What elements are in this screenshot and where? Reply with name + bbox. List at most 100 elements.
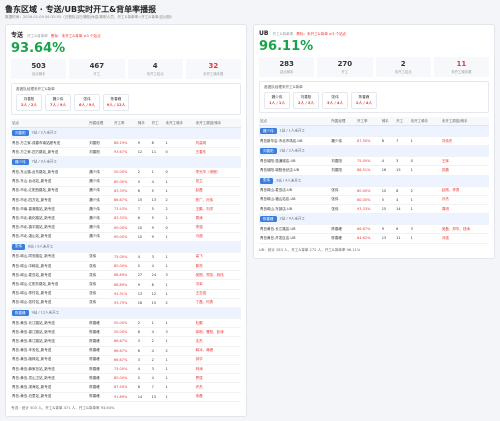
cell: 9 bbox=[136, 138, 151, 149]
site-row: 青岛-东山路-台东路站_新专送 魏少伟 50.00% 2 1 0 李光华（请假） bbox=[11, 167, 241, 178]
cell: 75.00% bbox=[356, 156, 381, 167]
cell: 66.67% bbox=[112, 336, 137, 347]
cell: 3 bbox=[136, 355, 151, 365]
group-tag: 刘善阳 bbox=[260, 148, 277, 155]
group-tag: 刘善阳 bbox=[12, 130, 29, 136]
cell: 青岛-东山-台北站_新专送 bbox=[11, 177, 89, 187]
site-row: 青岛-崂山-李村站_新专送 张伟 92.31% 13 12 1 王志强 bbox=[11, 289, 241, 299]
manager-title: 各团队经理未开工&背单 bbox=[16, 87, 55, 91]
cell: 张伟 bbox=[88, 270, 113, 281]
manager-value: 3人 / 4人 bbox=[326, 101, 343, 105]
cell: 陈春峰 bbox=[88, 364, 113, 375]
cell: 15 bbox=[150, 298, 165, 309]
cell: 3 bbox=[395, 156, 410, 167]
group-tag: 陈春峰 bbox=[12, 310, 29, 316]
cell: 5 bbox=[380, 195, 396, 205]
panel-note: 黑标：未开工&背单 ≥3 个站点 bbox=[296, 32, 347, 36]
cell: 韩冰、蒋峰 bbox=[194, 346, 241, 356]
cell: 8 bbox=[150, 279, 165, 290]
cell: 青岛-东山路-台东路站_新专送 bbox=[11, 167, 89, 178]
cell: 张伟 bbox=[88, 261, 113, 272]
cell: 3 bbox=[150, 364, 165, 375]
site-row: 青岛-崂山-辽阳东路站_新专送 张伟 88.89% 9 8 1 冯军 bbox=[11, 279, 241, 290]
cell: 魏少伟 bbox=[88, 195, 113, 206]
cell: 王志强 bbox=[194, 289, 241, 299]
site-row: 青岛城阳-惠通城店-UB 刘善阳 75.00% 4 3 0 王辉 bbox=[259, 156, 489, 167]
cell: 87.50% bbox=[356, 136, 381, 147]
cell: 2 bbox=[136, 318, 151, 329]
group-row: 张伟 3站 / 4人未开工 bbox=[259, 175, 489, 187]
cell: 88.19% bbox=[112, 138, 137, 149]
cell: 陈春峰 bbox=[88, 392, 113, 402]
cell: 青岛-崂山-辽阳东路站_新专送 bbox=[11, 279, 89, 290]
cell: 陈春峰 bbox=[88, 318, 113, 329]
cell: 周涛 bbox=[194, 213, 241, 224]
cell: 青岛新华店-市北市场店-UB bbox=[259, 136, 331, 147]
group-info: 3站 / 4人未开工 bbox=[276, 178, 302, 183]
cell: 王春东 bbox=[194, 147, 241, 158]
cell: 93.33% bbox=[356, 204, 381, 215]
column-header: 站点 bbox=[259, 117, 331, 126]
group-info: 2站 / 2人未开工 bbox=[279, 148, 305, 153]
column-header: 未开工原因/骑手 bbox=[194, 119, 241, 128]
manager-value: 2人 / 2人 bbox=[297, 101, 314, 105]
cell: 2 bbox=[409, 186, 441, 196]
cell: 50.00% bbox=[112, 327, 137, 338]
panel-meta: 开工&背单率 bbox=[272, 32, 294, 36]
panel-footer: UB：统计 283 人，开工&背单 272 人，开工&背单率 96.11% bbox=[259, 247, 361, 252]
stat-value: 32 bbox=[208, 62, 219, 70]
column-header: 所属经理 bbox=[88, 119, 113, 128]
site-row: 青岛黄岛-长江路店-UB 陈春峰 66.67% 9 6 3 吴磊、郑华、钱涛 bbox=[259, 224, 489, 235]
cell: 青岛-万之家-成春市南站超专送 bbox=[11, 138, 89, 149]
cell: 88.89% bbox=[112, 270, 137, 281]
cell: 8 bbox=[136, 327, 151, 338]
cell: 13 bbox=[150, 392, 165, 402]
cell: 80.00% bbox=[112, 177, 137, 187]
group-row: 魏少伟 1站 / 1人未开工 bbox=[259, 125, 489, 137]
stat-label: 未开工骑手数 bbox=[203, 72, 224, 76]
cell: 2 bbox=[164, 195, 195, 206]
cell: 3 bbox=[164, 327, 195, 338]
column-header: 未开工骑手 bbox=[164, 119, 195, 128]
cell: 青岛-万之家-四方路站_新专送 bbox=[11, 147, 89, 158]
cell: 丁磊、何勇 bbox=[194, 298, 241, 309]
site-row: 青岛-黄岛-灵山卫站_新专送 陈春峰 80.00% 5 4 1 罗斌 bbox=[11, 373, 241, 384]
cell: 91.89% bbox=[112, 392, 137, 402]
cell: 24 bbox=[150, 270, 165, 281]
cell: 1 bbox=[164, 261, 195, 272]
overall-rate: 93.64% bbox=[11, 41, 66, 56]
manager-value: 2人 / 2人 bbox=[20, 103, 37, 107]
site-table: 站点 所属经理 开工率 骑手 开工 未开工骑手 未开工原因/骑手 魏少伟 1站 / 1人未开工青… bbox=[259, 117, 489, 244]
cell: 9 bbox=[380, 224, 396, 235]
cell: 许杰 bbox=[194, 382, 241, 393]
manager-value: 7人 / 9人 bbox=[49, 103, 66, 107]
cell: 4 bbox=[150, 261, 165, 272]
panel-footer: 专送：统计 503 人，开工&背单 471 人，开工&背单率 93.64% bbox=[11, 405, 115, 410]
cell: 青岛-黄岛-辛安站_新专送 bbox=[11, 346, 89, 356]
stat-card: 270 开工 bbox=[317, 57, 373, 77]
cell: 93.75% bbox=[112, 298, 137, 309]
cell: 10 bbox=[136, 223, 151, 233]
group-cell: 张伟 3站 / 4人未开工 bbox=[259, 175, 489, 187]
cell: 陈春峰 bbox=[88, 327, 113, 338]
stat-card: 4 未开工站点 bbox=[127, 59, 183, 79]
cell: 1 bbox=[164, 186, 195, 196]
cell: 0 bbox=[164, 167, 195, 178]
cell: 83.33% bbox=[112, 213, 137, 224]
cell: 92.31% bbox=[112, 289, 137, 299]
cell: 10 bbox=[136, 232, 151, 242]
cell: 88.51% bbox=[356, 165, 381, 176]
cell: 3 bbox=[150, 252, 165, 263]
group-row: 刘善阳 2站 / 2人未开工 bbox=[259, 145, 489, 158]
cell: 魏少伟 bbox=[88, 204, 113, 215]
manager-value: 2人 / 4人 bbox=[355, 101, 372, 105]
cell: 1 bbox=[164, 279, 195, 290]
cell: 刘善阳 bbox=[330, 156, 357, 167]
stat-card: 283 站点骑手 bbox=[259, 57, 315, 77]
cell: 2 bbox=[164, 346, 195, 356]
cell: 1 bbox=[164, 355, 195, 365]
cell: 2 bbox=[164, 204, 195, 215]
group-cell: 刘善阳 2站 / 2人未开工 bbox=[11, 127, 241, 139]
cell: 青岛黄岛-长江路店-UB bbox=[259, 224, 331, 235]
cell: 8 bbox=[380, 136, 396, 147]
